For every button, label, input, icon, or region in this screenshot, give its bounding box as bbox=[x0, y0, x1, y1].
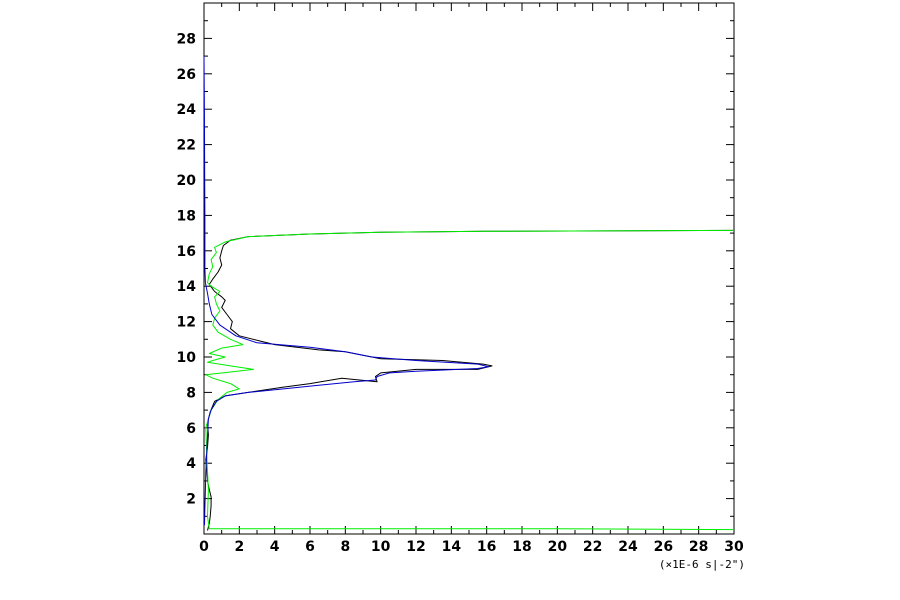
x-tick-label: 22 bbox=[583, 539, 602, 555]
x-tick-label: 16 bbox=[477, 539, 496, 555]
x-tick-label: 24 bbox=[618, 539, 638, 555]
y-tick-label: 4 bbox=[186, 456, 196, 472]
series-group bbox=[203, 56, 735, 531]
y-tick-label: 18 bbox=[177, 208, 196, 224]
y-tick-label: 14 bbox=[177, 279, 197, 295]
x-tick-label: 14 bbox=[442, 539, 462, 555]
x-tick-label: 8 bbox=[340, 539, 350, 555]
y-tick-label: 8 bbox=[186, 385, 196, 401]
y-tick-label: 22 bbox=[177, 138, 196, 154]
x-unit-label: (×1E-6 s|-2") bbox=[659, 558, 745, 571]
x-tick-label: 4 bbox=[270, 539, 280, 555]
x-tick-label: 26 bbox=[654, 539, 673, 555]
x-tick-label: 30 bbox=[724, 539, 744, 555]
series-line-3 bbox=[203, 56, 489, 526]
x-tick-label: 28 bbox=[689, 539, 708, 555]
x-tick-label: 20 bbox=[548, 539, 568, 555]
y-tick-label: 26 bbox=[177, 67, 196, 83]
x-tick-label: 2 bbox=[234, 539, 244, 555]
x-tick-labels: 0 2 4 6 8 10 12 14 16 18 20 22 24 26 28 30 bbox=[199, 539, 744, 555]
x-tick-label: 0 bbox=[199, 539, 209, 555]
x-tick-label: 6 bbox=[305, 539, 315, 555]
y-tick-label: 28 bbox=[177, 31, 196, 47]
y-tick-label: 10 bbox=[177, 350, 197, 366]
axis-ticks bbox=[203, 2, 735, 535]
x-tick-label: 18 bbox=[512, 539, 531, 555]
x-tick-label: 12 bbox=[406, 539, 425, 555]
y-tick-label: 16 bbox=[177, 244, 196, 260]
y-tick-label: 24 bbox=[177, 102, 197, 118]
plot-frame bbox=[203, 2, 735, 535]
y-tick-label: 2 bbox=[186, 492, 196, 508]
y-tick-label: 12 bbox=[177, 315, 196, 331]
x-tick-label: 10 bbox=[371, 539, 391, 555]
y-tick-label: 6 bbox=[186, 421, 196, 437]
series-line-2 bbox=[205, 229, 735, 531]
series-line-1 bbox=[205, 229, 735, 531]
y-tick-label: 20 bbox=[177, 173, 197, 189]
